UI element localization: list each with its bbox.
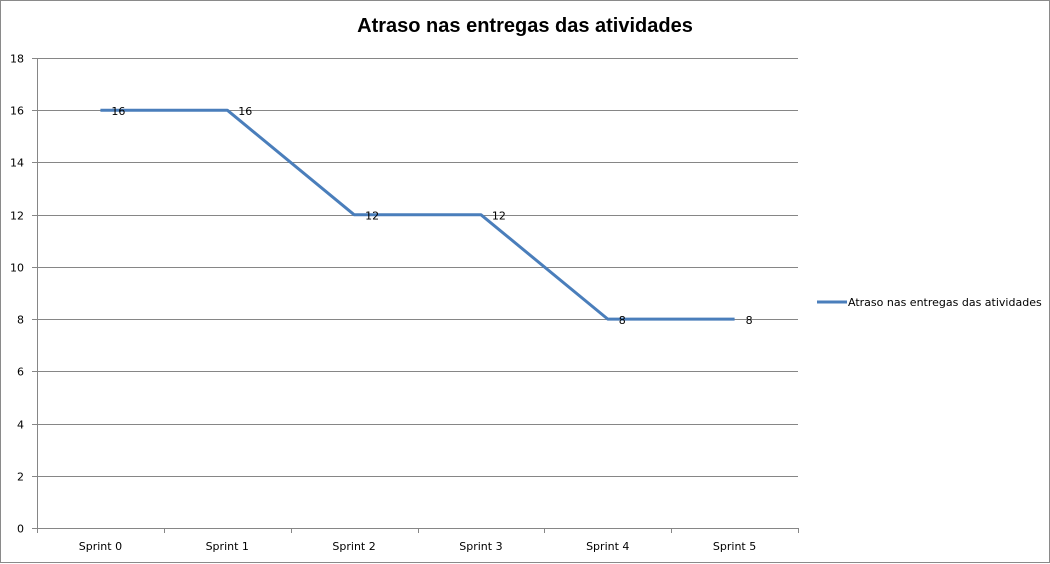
x-tick-label: Sprint 2 (332, 540, 375, 553)
y-tick-label: 16 (10, 105, 24, 118)
data-label: 16 (111, 105, 125, 118)
x-tick-label: Sprint 3 (459, 540, 502, 553)
data-label: 12 (365, 210, 379, 223)
y-tick-label: 12 (10, 210, 24, 223)
x-tick-label: Sprint 5 (713, 540, 756, 553)
data-label: 12 (492, 210, 506, 223)
y-tick-label: 8 (17, 314, 24, 327)
x-tick-label: Sprint 0 (79, 540, 122, 553)
series-line (100, 108, 735, 321)
chart-title: Atraso nas entregas das atividades (357, 15, 693, 37)
data-label: 8 (619, 314, 626, 327)
y-tick-label: 6 (17, 366, 24, 379)
data-label: 16 (238, 105, 252, 118)
y-tick-label: 4 (17, 419, 24, 432)
y-tick-label: 2 (17, 471, 24, 484)
x-tick-label: Sprint 1 (206, 540, 249, 553)
legend-label: Atraso nas entregas das atividades (848, 296, 1042, 309)
data-label: 8 (746, 314, 753, 327)
y-tick-label: 10 (10, 262, 24, 275)
x-tick-label: Sprint 4 (586, 540, 629, 553)
y-tick-label: 14 (10, 157, 24, 170)
y-tick-label: 0 (17, 523, 24, 536)
y-tick-label: 18 (10, 53, 24, 66)
